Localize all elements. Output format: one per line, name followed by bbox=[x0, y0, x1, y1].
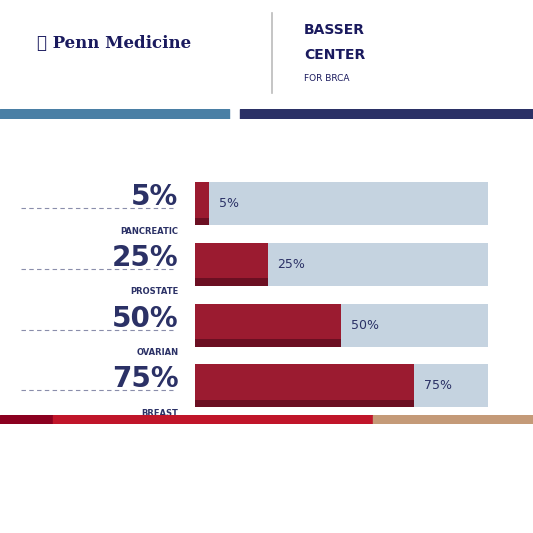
Text: PANCREATIC: PANCREATIC bbox=[120, 227, 179, 236]
Text: 50%: 50% bbox=[351, 319, 379, 332]
Bar bbox=[0, 415, 53, 424]
Text: 75%: 75% bbox=[112, 365, 179, 393]
Bar bbox=[195, 304, 341, 339]
Text: Your Lifetime Risk of Cancer: Your Lifetime Risk of Cancer bbox=[116, 495, 417, 515]
Text: 25%: 25% bbox=[277, 258, 305, 271]
Text: CENTER: CENTER bbox=[304, 47, 365, 62]
Bar bbox=[195, 339, 341, 346]
Bar bbox=[240, 109, 533, 119]
Bar bbox=[195, 400, 415, 407]
Text: 75%: 75% bbox=[424, 379, 452, 392]
Bar bbox=[195, 278, 268, 286]
Bar bbox=[195, 182, 488, 225]
Text: PROSTATE: PROSTATE bbox=[130, 287, 179, 296]
Bar bbox=[0, 109, 229, 119]
Text: BREAST: BREAST bbox=[142, 409, 179, 418]
Text: 5%: 5% bbox=[131, 183, 179, 212]
Bar bbox=[195, 365, 415, 400]
Bar bbox=[195, 365, 488, 407]
Text: OVARIAN: OVARIAN bbox=[136, 348, 179, 357]
Text: FOR BRCA: FOR BRCA bbox=[304, 74, 349, 83]
Text: 50%: 50% bbox=[112, 305, 179, 333]
Bar bbox=[195, 217, 209, 225]
Bar bbox=[53, 415, 373, 424]
Bar bbox=[195, 182, 209, 217]
Text: 25%: 25% bbox=[112, 244, 179, 272]
Text: A BRCA Mutation Can Increase: A BRCA Mutation Can Increase bbox=[102, 459, 431, 479]
Bar bbox=[195, 243, 268, 278]
Text: BASSER: BASSER bbox=[304, 22, 365, 36]
Text: 5%: 5% bbox=[219, 197, 239, 211]
Text: ☤ Penn Medicine: ☤ Penn Medicine bbox=[37, 35, 191, 52]
Bar bbox=[373, 415, 533, 424]
Bar bbox=[195, 304, 488, 346]
Bar bbox=[195, 243, 488, 286]
